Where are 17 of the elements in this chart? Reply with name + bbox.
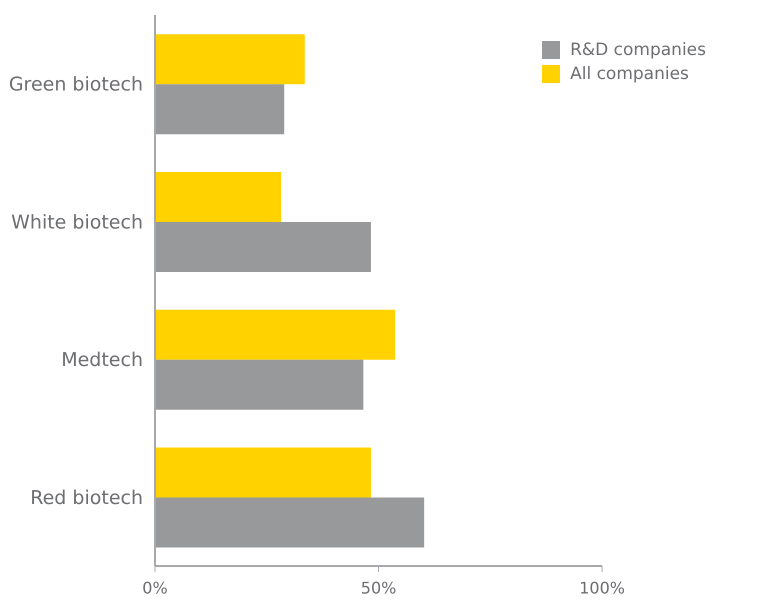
bar (155, 360, 364, 410)
bar (155, 222, 371, 272)
legend-label: R&D companies (570, 40, 706, 60)
bar (155, 172, 282, 222)
bar (155, 84, 284, 134)
y-tick-label: Red biotech (30, 486, 143, 509)
x-tick-label: 100% (579, 578, 625, 598)
bar (155, 498, 424, 548)
bar (155, 448, 371, 498)
y-tick-label: Medtech (61, 349, 143, 372)
x-tick-label: 50% (360, 578, 396, 598)
y-tick-label: White biotech (11, 211, 143, 234)
x-tick-label: 0% (142, 578, 168, 598)
bar (155, 310, 396, 360)
y-tick-label: Green biotech (8, 74, 143, 96)
legend-label: All companies (570, 64, 689, 84)
bar (155, 34, 305, 84)
